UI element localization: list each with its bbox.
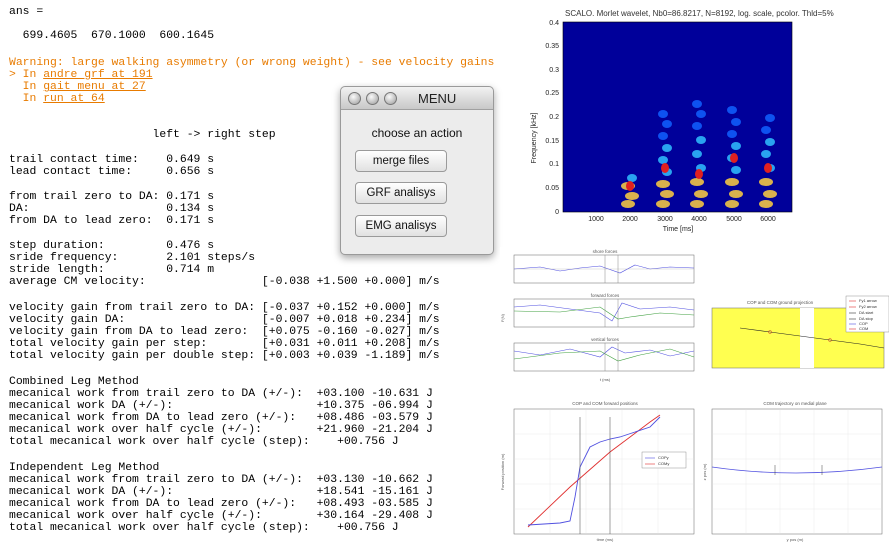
medial-ylabel: z pos (m) (702, 463, 707, 480)
merge-files-button[interactable]: merge files (355, 150, 447, 172)
wavelet-title: SCALO. Morlet wavelet, Nb0=86.8217, N=81… (565, 9, 834, 18)
projection-title: COP and COM ground projection (747, 300, 814, 305)
console-line: mecanical work from DA to lead zero (+/-… (9, 412, 433, 424)
wavelet-energy-blobs (621, 100, 777, 208)
console-line: lead contact time: 0.656 s (9, 166, 215, 178)
wavelet-ylabel: Frequency [kHz] (531, 112, 538, 163)
forward-forces-title: forward forces (591, 293, 620, 298)
console-line: total mecanical work over half cycle (st… (9, 522, 399, 534)
x-tick: 2000 (622, 216, 638, 223)
trajectory-title: COP and COM forward positions (572, 401, 638, 406)
y-tick: 0.2 (549, 114, 559, 121)
stack-line: In run at 64 (9, 93, 105, 105)
medial-xlabel: y pos (m) (787, 537, 804, 542)
menu-prompt: choose an action (371, 126, 463, 140)
ground-projection-figure: COP and COM ground projection Fy1 arrow … (700, 292, 889, 382)
console-line: DA: 0.134 s (9, 203, 215, 215)
legend-entry: Fy1 arrow (859, 298, 877, 303)
legend-entry: COP (859, 321, 868, 326)
shore-forces-axes: shore forces (513, 249, 695, 284)
vertical-forces-axes: vertical forces (513, 337, 695, 372)
wavelet-xlabel: Time [ms] (663, 226, 694, 233)
forces-ylabel: F(N) (500, 313, 505, 322)
x-tick: 3000 (657, 216, 673, 223)
com-trajectory-line (711, 466, 883, 474)
legend-entry: Fy2 arrow (859, 304, 877, 309)
console-line: mecanical work from trail zero to DA (+/… (9, 474, 433, 486)
legend-entry: COMy (658, 461, 669, 466)
forward-positions-figure: COP and COM forward positions Forward po… (500, 397, 700, 542)
console-line: velocity gain from DA to lead zero: [+0.… (9, 326, 440, 338)
vertical-forces-title: vertical forces (591, 337, 620, 342)
stack-link-gait-menu[interactable]: gait menu at 27 (43, 81, 146, 93)
console-line: mecanical work over half cycle (+/-): +3… (9, 510, 433, 522)
legend-entry: COM (859, 326, 868, 331)
trajectory-xlabel: time (ms) (597, 537, 614, 542)
forces-xlabel: t (ms) (600, 377, 611, 382)
y-tick: 0.15 (545, 138, 559, 145)
stack-link-andre-grf[interactable]: andre grf at 191 (43, 69, 153, 81)
x-tick: 1000 (588, 216, 604, 223)
console-line: velocity gain DA: [-0.007 +0.018 +0.234]… (9, 314, 440, 326)
x-tick: 4000 (691, 216, 707, 223)
wavelet-scalogram-figure: Frequency [kHz] 0.4 0.35 0.3 0.25 0.2 0.… (528, 18, 798, 236)
y-tick: 0 (555, 209, 559, 216)
console-line: ans = (9, 6, 44, 18)
menu-title-bar[interactable]: MENU (341, 87, 493, 110)
y-tick: 0.3 (549, 67, 559, 74)
medial-title: COM trajectory on medial plane (763, 401, 827, 406)
emg-analysis-button[interactable]: EMG analisys (355, 215, 447, 237)
y-tick: 0.1 (549, 161, 559, 168)
x-tick: 5000 (726, 216, 742, 223)
console-line: trail contact time: 0.649 s (9, 154, 215, 166)
shore-forces-title: shore forces (593, 249, 619, 254)
copy-line (527, 416, 661, 526)
console-line: sride frequency: 2.101 steps/s (9, 252, 256, 264)
section-heading: Independent Leg Method (9, 462, 160, 474)
x-tick: 6000 (760, 216, 776, 223)
console-line: stride length: 0.714 m (9, 264, 215, 276)
forward-forces-axes: forward forces (513, 293, 695, 328)
matlab-command-window: ans = 699.4605 670.1000 600.1645 Warning… (9, 6, 495, 534)
menu-title: MENU (418, 91, 457, 106)
console-line: velocity gain from trail zero to DA: [-0… (9, 302, 440, 314)
console-line: step duration: 0.476 s (9, 240, 215, 252)
console-line: mecanical work DA (+/-): +10.375 -06.994… (9, 400, 433, 412)
console-line: mecanical work DA (+/-): +18.541 -15.161… (9, 486, 433, 498)
console-line: from DA to lead zero: 0.171 s (9, 215, 215, 227)
forces-figure: F(N) shore forces forward forces vertica… (500, 247, 700, 387)
projection-legend (845, 295, 889, 333)
close-window-button[interactable] (348, 92, 361, 105)
trajectory-ylabel: Forward position (m) (500, 453, 505, 490)
minimize-window-button[interactable] (366, 92, 379, 105)
console-line: mecanical work from DA to lead zero (+/-… (9, 498, 433, 510)
wavelet-plot-area (562, 21, 793, 213)
legend-entry: DA stop (859, 316, 874, 321)
warning-message: Warning: large walking asymmetry (or wro… (9, 57, 495, 69)
console-line: mecanical work over half cycle (+/-): +2… (9, 424, 433, 436)
y-tick: 0.05 (545, 185, 559, 192)
medial-plane-figure: COM trajectory on medial plane z pos (m)… (700, 397, 889, 542)
menu-window: MENU choose an action merge files GRF an… (340, 86, 494, 255)
console-line: mecanical work from trail zero to DA (+/… (9, 388, 433, 400)
y-tick: 0.35 (545, 43, 559, 50)
console-line: average CM velocity: [-0.038 +1.500 +0.0… (9, 276, 440, 288)
console-line: from trail zero to DA: 0.171 s (9, 191, 215, 203)
section-heading: Combined Leg Method (9, 376, 139, 388)
console-line: total velocity gain per step: [+0.031 +0… (9, 338, 440, 350)
y-tick: 0.25 (545, 90, 559, 97)
console-line: total velocity gain per double step: [+0… (9, 350, 440, 362)
grf-analysis-button[interactable]: GRF analisys (355, 182, 447, 204)
console-line: 699.4605 670.1000 600.1645 (9, 30, 215, 42)
y-tick: 0.4 (549, 20, 559, 27)
stack-link-run[interactable]: run at 64 (43, 93, 105, 105)
stack-line: In gait menu at 27 (9, 81, 146, 93)
legend-entry: DA start (859, 310, 874, 315)
console-line: total mecanical work over half cycle (st… (9, 436, 399, 448)
stack-line: > In andre grf at 191 (9, 69, 153, 81)
legend-entry: COPy (658, 455, 669, 460)
zoom-window-button[interactable] (384, 92, 397, 105)
step-header: left -> right step (9, 129, 276, 141)
